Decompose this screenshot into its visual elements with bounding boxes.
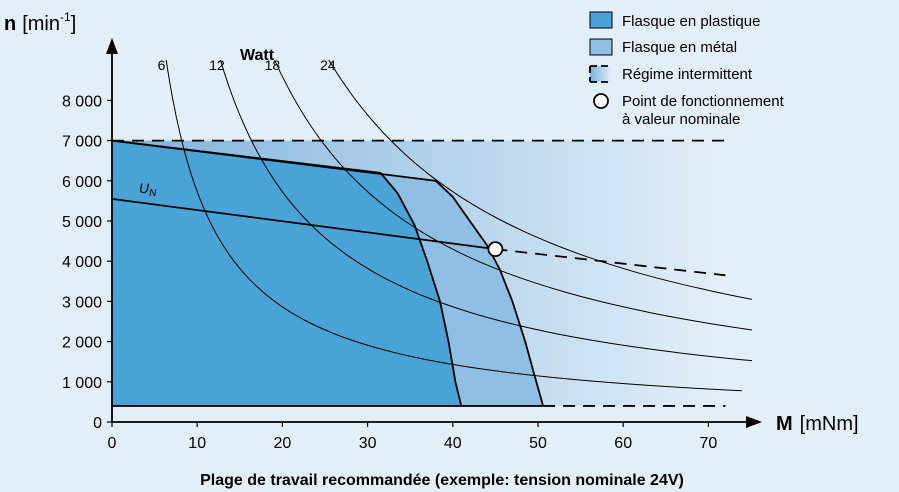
y-tick-label-0: 0	[93, 415, 102, 432]
legend-label-intermittent: Régime intermittent	[622, 66, 753, 83]
legend-swatch-intermittent	[590, 66, 612, 82]
y-tick-label-5000: 5 000	[62, 214, 102, 231]
x-tick-label-10: 10	[188, 435, 206, 452]
x-tick-label-40: 40	[444, 435, 462, 452]
y-axis-label: n [min-1]	[4, 10, 76, 35]
x-tick-label-20: 20	[274, 435, 292, 452]
power-curve-6w	[165, 60, 742, 392]
nominal-voltage-line	[111, 198, 496, 250]
legend-swatch-plastic	[589, 11, 613, 29]
legend-swatch-metal	[589, 38, 613, 56]
x-tick-label-30: 30	[359, 435, 377, 452]
power-labels: Watt 6 12 18 24	[158, 47, 336, 73]
legend-label-operating-point-line2: à valeur nominale	[622, 111, 740, 128]
y-axis-unit-close: ]	[71, 13, 77, 35]
nominal-voltage-subscript: N	[149, 188, 157, 199]
x-tick-label-60: 60	[614, 435, 632, 452]
y-axis-symbol: n	[4, 13, 16, 35]
nominal-voltage-symbol: U	[139, 180, 150, 196]
legend-dash-lines	[589, 65, 612, 83]
x-tick-label-70: 70	[700, 435, 718, 452]
legend: Flasque en plastique Flasque en métal Ré…	[589, 11, 785, 128]
legend-swatch-operating-point	[593, 93, 609, 109]
boundaries	[111, 139, 726, 407]
chart-caption: Plage de travail recommandée (exemple: t…	[200, 472, 684, 489]
y-tick-label-6000: 6 000	[62, 174, 102, 191]
y-axis-unit-exp: -1	[60, 10, 71, 24]
y-tick-label-2000: 2 000	[62, 335, 102, 352]
x-tick-label-50: 50	[529, 435, 547, 452]
power-curve-label-18w: 18	[265, 57, 281, 73]
power-curve-label-12w: 12	[209, 57, 225, 73]
nominal-voltage-label: UN	[139, 180, 157, 199]
y-tick-label-7000: 7 000	[62, 134, 102, 151]
regions	[112, 140, 726, 406]
plastic-boundary	[111, 139, 463, 407]
x-tick-label-0: 0	[108, 435, 117, 452]
y-axis-arrow	[106, 38, 118, 54]
power-curve-18w	[274, 60, 752, 331]
x-axis-symbol: M	[776, 413, 793, 435]
x-axis-label: M [mNm]	[776, 413, 859, 435]
metal-boundary	[111, 139, 544, 407]
legend-label-operating-point-line1: Point de fonctionnement	[622, 93, 785, 110]
y-tick-label-1000: 1 000	[62, 375, 102, 392]
y-axis-unit-base: [min	[22, 13, 60, 35]
x-axis-arrow	[746, 416, 762, 428]
watt-title: Watt	[240, 47, 275, 64]
legend-label-metal: Flasque en métal	[622, 39, 737, 56]
ticks: 0 10 20 30 40 50 60 70 0 1 000 2 000 3 000 4 000 5 00…	[62, 93, 717, 452]
power-curve-24w	[328, 60, 752, 300]
power-curve-12w	[219, 60, 752, 362]
power-curve-label-24w: 24	[320, 57, 336, 73]
operating-point-marker	[487, 241, 504, 258]
x-axis-unit: [mNm]	[800, 413, 859, 435]
axes	[106, 38, 762, 428]
y-tick-label-3000: 3 000	[62, 294, 102, 311]
plastic-flange-region	[112, 140, 462, 406]
y-tick-label-8000: 8 000	[62, 93, 102, 110]
power-curve-label-6w: 6	[158, 57, 166, 73]
power-curves	[165, 60, 752, 392]
legend-label-plastic: Flasque en plastique	[622, 13, 760, 30]
y-tick-label-4000: 4 000	[62, 254, 102, 271]
